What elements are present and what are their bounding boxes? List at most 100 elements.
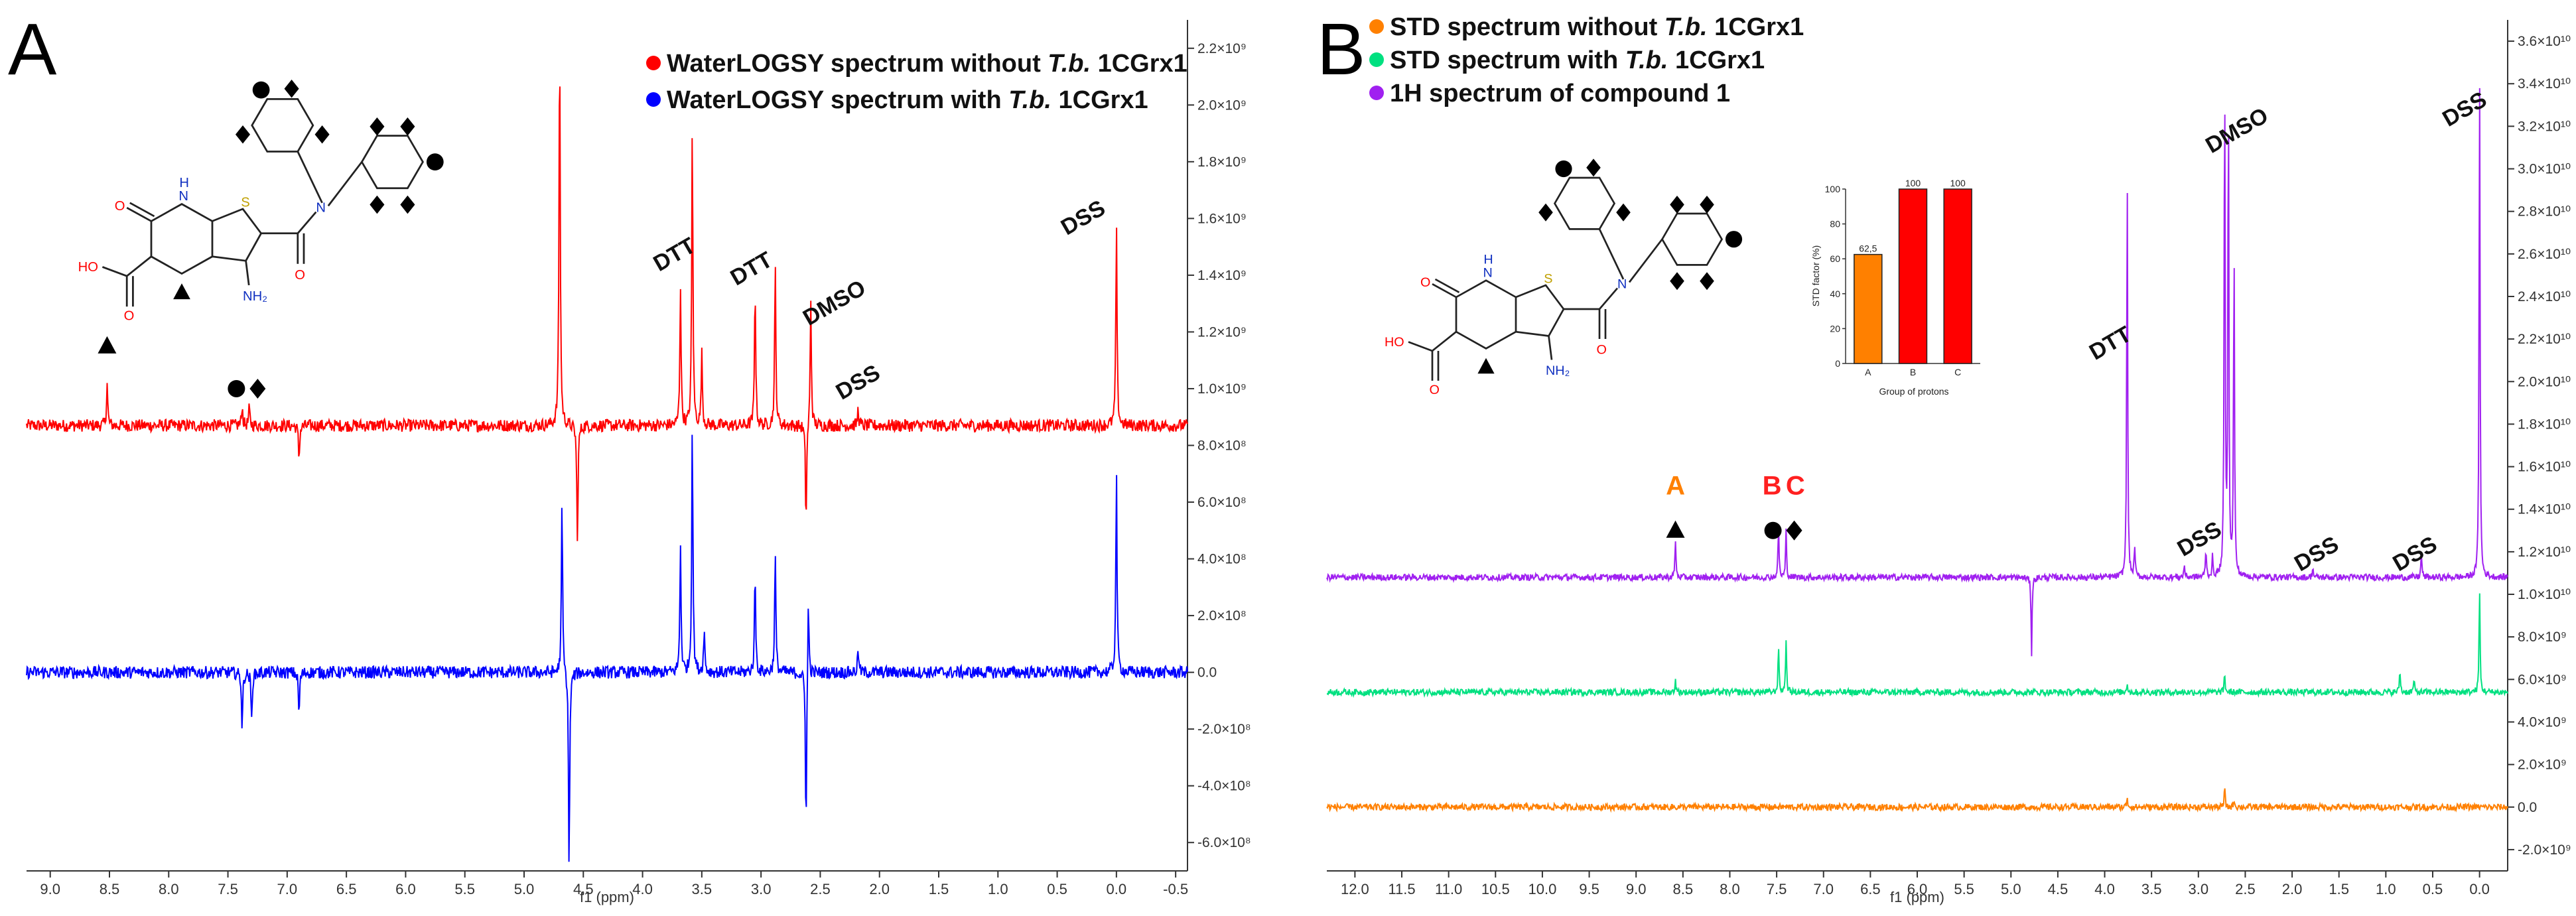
x-tick-label: 6.0 (1907, 881, 1928, 897)
spectra (1326, 88, 2508, 813)
x-tick-label: 3.0 (751, 881, 772, 897)
x-tick-label: 1.0 (988, 881, 1008, 897)
atom-n: N (178, 189, 188, 204)
x-tick-label: 11.0 (1435, 881, 1462, 897)
diamond-marker (249, 378, 266, 399)
atom-nh2: NH₂ (243, 289, 267, 304)
y-tick-label: 2.2×10¹⁰ (2518, 332, 2571, 347)
atom-n-amide: N (1617, 277, 1627, 292)
x-tick-label: 3.5 (2141, 881, 2162, 897)
x-tick-label: 4.0 (632, 881, 653, 897)
inset-bar-value: 100 (1950, 178, 1966, 188)
panel-a: A 9.0 8.5 8.0 7.5 7.0 6.5 6.0 5.5 5.0 4.5 4.0 3.5 3.… (8, 9, 1251, 905)
y-tick-label: 1.8×10¹⁰ (2518, 417, 2571, 432)
atom-ho: HO (1385, 335, 1404, 350)
circle-symbol (1725, 231, 1743, 248)
inset-bar-a (1854, 253, 1883, 364)
x-tick-label: 11.5 (1388, 881, 1415, 897)
y-tick-label: 3.6×10¹⁰ (2518, 34, 2571, 49)
inset-bar-value: 62,5 (1859, 243, 1877, 254)
spectrum-line-2 (1326, 788, 2508, 813)
x-tick-label: 7.0 (277, 881, 298, 897)
y-tick-label: -6.0×10⁸ (1197, 835, 1251, 850)
diamond-symbol (1670, 196, 1684, 214)
x-tick-label: 4.5 (2048, 881, 2068, 897)
x-tick-label: 8.0 (159, 881, 179, 897)
y-tick-label: 2.0×10⁸ (1197, 608, 1247, 623)
spectrum-line-0 (1326, 88, 2508, 657)
y-tick-label: 6.0×10⁸ (1197, 495, 1247, 510)
legend-label-0: STD spectrum without T.b. 1CGrx1 (1390, 13, 1804, 41)
atom-o-acid: O (1430, 383, 1440, 397)
x-tick-label: 12.0 (1341, 881, 1369, 897)
diamond-marker (1786, 520, 1802, 541)
proton-markers (1666, 520, 1802, 541)
x-tick-label: 10.0 (1528, 881, 1557, 897)
y-tick-label: -2.0×10⁹ (2518, 842, 2571, 858)
x-tick-label: 0.0 (2469, 881, 2490, 897)
x-tick-label: 7.0 (1813, 881, 1834, 897)
atom-o-amide: O (1597, 343, 1607, 358)
x-tick-label: 2.5 (2235, 881, 2256, 897)
inset-y-tick-label: 80 (1830, 219, 1840, 229)
inset-category-label: C (1954, 367, 1961, 377)
x-tick-label: -0.5 (1163, 881, 1188, 897)
inset-x-title: Group of protons (1879, 386, 1948, 397)
inset-y-ticks: 0 20 40 60 80 100 (1825, 184, 1846, 369)
x-tick-label: 5.0 (2001, 881, 2021, 897)
diamond-symbol (284, 79, 299, 98)
y-tick-label: 1.8×10⁹ (1197, 155, 1247, 170)
y-tick-label: 1.4×10¹⁰ (2518, 502, 2571, 517)
x-tick-label: 7.5 (218, 881, 238, 897)
inset-y-tick-label: 60 (1830, 253, 1840, 264)
x-tick-label: 9.5 (1579, 881, 1599, 897)
diamond-symbol (1700, 196, 1714, 214)
diamond-symbol (314, 125, 330, 144)
inset-y-tick-label: 100 (1825, 184, 1841, 194)
atom-ho: HO (78, 260, 98, 275)
x-tick-label: 5.0 (514, 881, 535, 897)
peak-label-dtt: DTT (726, 247, 777, 291)
x-tick-label: 8.5 (100, 881, 120, 897)
y-tick-label: 2.8×10¹⁰ (2518, 204, 2571, 220)
inset-y-tick-label: 20 (1830, 323, 1840, 334)
x-axis-title: f1 (ppm) (580, 889, 634, 905)
y-tick-label: 3.0×10¹⁰ (2518, 162, 2571, 177)
atom-o-acid: O (124, 308, 135, 323)
inset-y-tick-label: 40 (1830, 289, 1840, 299)
diamond-symbol (1586, 159, 1601, 177)
diamond-symbol (1700, 272, 1714, 291)
inset-y-tick-label: 0 (1835, 358, 1840, 369)
legend-swatch-red (646, 56, 661, 70)
inset-bars: 62,5 A 100 B 100 C (1854, 178, 1972, 377)
y-tick-label: 2.6×10¹⁰ (2518, 247, 2571, 262)
y-tick-label: 3.4×10¹⁰ (2518, 76, 2571, 92)
y-tick-label: 2.0×10⁹ (2518, 757, 2567, 773)
triangle-marker (1666, 520, 1685, 538)
atom-nh2: NH₂ (1546, 363, 1570, 378)
diamond-symbol (370, 117, 385, 136)
x-tick-label: 9.0 (1626, 881, 1647, 897)
atom-n: N (1483, 265, 1493, 280)
peak-label-dmso: DMSO (799, 275, 870, 331)
x-tick-label: 1.5 (929, 881, 949, 897)
triangle-marker (98, 336, 117, 354)
diamond-symbol (400, 117, 415, 136)
y-tick-label: 2.4×10¹⁰ (2518, 289, 2571, 304)
x-tick-label: 8.5 (1673, 881, 1694, 897)
y-ticks: 2.2×10⁹ 2.0×10⁹ 1.8×10⁹ 1.6×10⁹ 1.4×10⁹ 1.2×1… (1187, 41, 1251, 850)
atom-s: S (241, 195, 250, 210)
x-axis-title: f1 (ppm) (1890, 889, 1944, 905)
x-tick-label: 6.5 (1860, 881, 1881, 897)
y-tick-label: 1.6×10¹⁰ (2518, 460, 2571, 475)
y-tick-label: 1.2×10¹⁰ (2518, 545, 2571, 560)
inset-category-label: A (1865, 367, 1871, 377)
x-tick-label: 6.5 (336, 881, 357, 897)
circle-marker (1764, 521, 1782, 539)
y-tick-label: 8.0×10⁹ (2518, 629, 2567, 645)
atom-o-amide: O (295, 268, 305, 283)
x-tick-label: 2.0 (869, 881, 890, 897)
molecule-bonds (102, 98, 424, 307)
proton-markers (98, 336, 266, 399)
x-tick-label: 10.5 (1481, 881, 1510, 897)
